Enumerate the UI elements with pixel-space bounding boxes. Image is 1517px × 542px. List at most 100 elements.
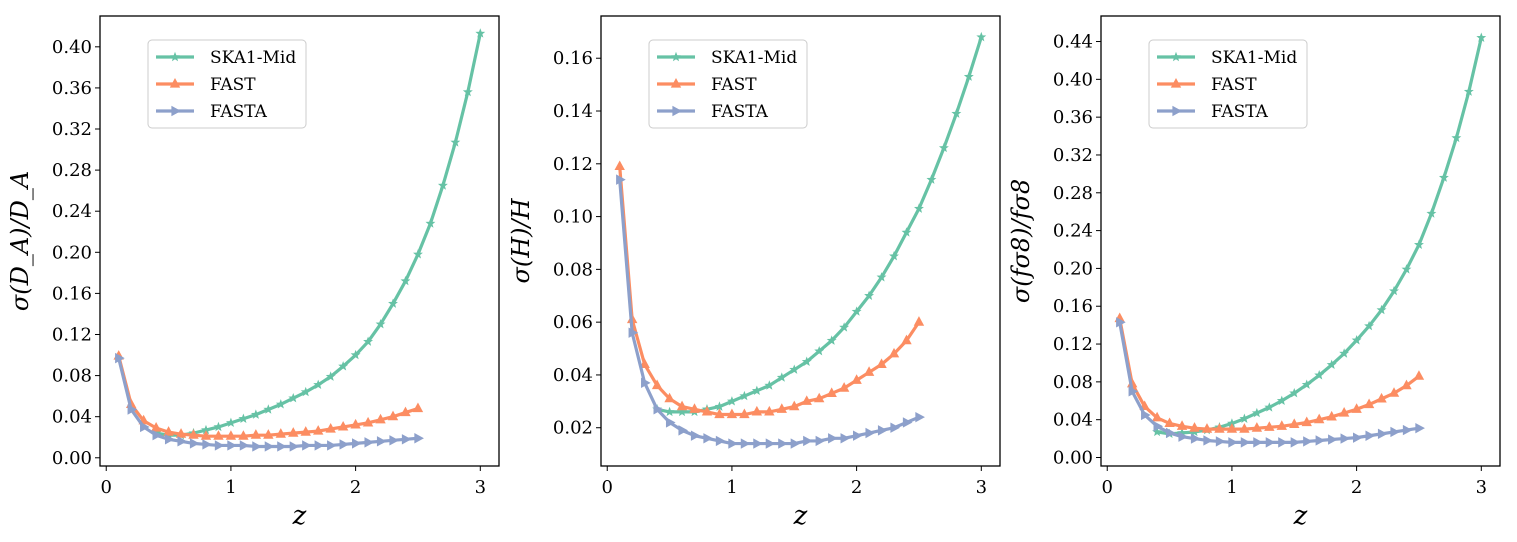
data-point [300,386,311,397]
y-tick-label: 0.04 [1053,410,1093,431]
data-point [437,180,448,190]
data-point [450,137,461,147]
data-point [913,316,925,326]
data-point [864,290,875,300]
data-point [313,379,324,390]
data-point [938,142,949,153]
data-point [703,433,713,444]
data-point [1251,422,1263,432]
y-tick-label: 0.32 [1053,145,1093,166]
data-point [1351,335,1362,345]
data-point [888,347,900,358]
y-tick-label: 0.28 [52,160,92,181]
legend-box [147,39,307,129]
legend-label: FAST [210,75,256,95]
data-point [175,428,187,438]
data-point [412,402,424,413]
legend: SKA1-Mid FAST FASTA [648,39,808,129]
data-point [363,336,374,346]
data-point [1239,423,1250,433]
data-point [976,31,987,42]
data-point [914,203,924,213]
data-point [726,396,737,406]
legend-label: FAST [711,75,757,95]
y-tick-label: 0.12 [52,324,92,345]
data-point [115,352,125,364]
data-point [664,406,675,417]
y-tick-label: 0.10 [553,207,593,228]
data-point [865,427,876,439]
data-point [150,421,162,432]
data-point [1351,403,1362,413]
data-point [250,429,262,439]
x-tick-label: 1 [726,477,737,498]
x-tick-label: 3 [475,477,486,498]
data-point [337,420,349,431]
legend-label: FASTA [711,102,769,122]
data-point [839,322,850,332]
data-point [1151,411,1163,422]
data-point [715,435,726,447]
data-point [288,392,299,403]
data-point [1364,320,1375,331]
data-point [728,438,738,449]
y-tick-label: 0.20 [1053,258,1093,279]
data-point [764,380,775,390]
series-fasta [115,352,424,452]
data-point [350,418,361,429]
plot-frame [99,15,500,467]
data-point [815,435,826,447]
data-point [776,372,787,382]
data-point [213,421,224,432]
data-point [1438,172,1449,182]
data-point [1264,402,1275,412]
data-point [778,438,788,449]
y-tick-label: 0.20 [52,242,92,263]
data-point [801,395,812,405]
data-point [1413,370,1425,380]
data-point [214,440,225,451]
data-point [678,425,689,436]
data-point [1141,409,1151,421]
data-point [814,392,825,403]
data-point [963,71,974,81]
legend-box [648,39,808,129]
data-point [238,430,249,440]
data-point [288,427,299,437]
y-tick-label: 0.02 [553,418,593,439]
data-point [300,426,311,436]
x-tick-label: 2 [1351,477,1362,498]
legend-box [1148,39,1308,129]
data-point [1463,86,1474,96]
data-point [1338,407,1350,417]
data-point [388,298,398,308]
y-tick-label: 0.24 [52,201,92,222]
data-point [740,438,751,449]
data-point [325,423,336,433]
legend-marker [672,105,682,117]
y-tick-label: 0.08 [1053,372,1093,393]
data-point [901,227,912,237]
data-point [302,440,312,451]
data-point [1214,423,1225,433]
x-axis-label: z [793,501,808,531]
data-point [739,390,750,401]
data-point [641,377,651,389]
data-point [915,411,925,423]
data-point [628,327,639,338]
x-tick-label: 1 [225,477,236,498]
data-point [163,426,174,436]
data-point [425,218,436,228]
data-point [1415,422,1425,434]
data-point [1265,437,1276,448]
data-point [1390,426,1401,438]
data-point [1177,427,1187,438]
data-point [726,408,738,419]
data-point [263,429,274,439]
legend-label: SKA1-Mid [711,48,797,68]
data-point [1178,431,1189,442]
data-point [1326,359,1337,370]
data-point [901,334,912,345]
data-point [462,86,473,97]
data-point [765,438,776,449]
